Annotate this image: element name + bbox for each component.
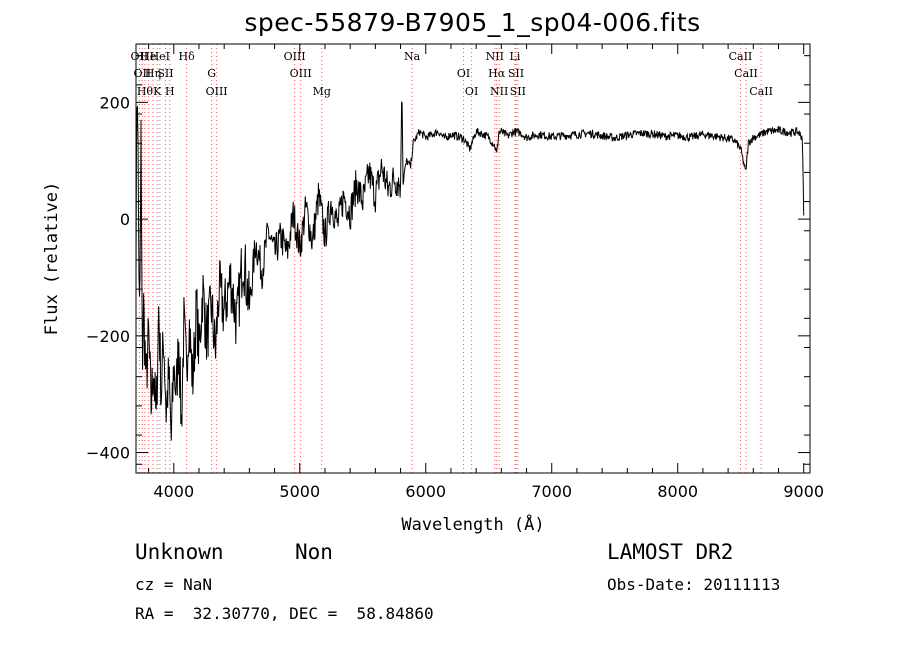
x-axis-label: Wavelength (Å)	[401, 513, 544, 535]
line-marker-label: He	[140, 50, 156, 63]
line-marker-label: OIII	[284, 50, 306, 63]
line-marker-label: NII	[486, 50, 504, 63]
line-marker-label: Li	[510, 50, 521, 63]
subclass-label: Non	[295, 540, 333, 564]
y-tick-label: −200	[86, 327, 130, 346]
line-marker-label: OIII	[206, 85, 228, 98]
x-tick-label: 8000	[657, 482, 698, 501]
obs-date-label: Obs-Date: 20111113	[607, 575, 781, 594]
x-tick-label: 4000	[153, 482, 194, 501]
line-marker-label: K	[153, 85, 162, 98]
survey-label: LAMOST DR2	[607, 540, 734, 564]
line-marker-label: NII	[490, 85, 508, 98]
line-marker-label: OII	[131, 50, 149, 63]
y-axis-label: Flux (relative)	[42, 182, 62, 336]
line-marker-label: OIII	[290, 67, 312, 80]
line-marker-label: Hη	[145, 67, 161, 80]
line-marker-label: SII	[157, 67, 173, 80]
line-marker-label: OI	[457, 67, 470, 80]
line-marker-label: G	[207, 67, 216, 80]
x-tick-label: 9000	[783, 482, 824, 501]
y-tick-label: 0	[120, 210, 130, 229]
class-label: Unknown	[135, 540, 224, 564]
line-marker-label: OI	[465, 85, 478, 98]
plot-frame	[135, 43, 811, 474]
chart-title: spec-55879-B7905_1_sp04-006.fits	[244, 8, 701, 37]
x-tick-label: 6000	[405, 482, 446, 501]
line-marker-label: Mg	[313, 85, 331, 98]
line-marker-label: Hθ	[137, 85, 154, 98]
coordinates-label: RA = 32.30770, DEC = 58.84860	[135, 604, 434, 623]
line-marker-label: HeI	[150, 50, 170, 63]
x-tick-label: 7000	[531, 482, 572, 501]
line-marker-label: Hδ	[179, 50, 196, 63]
y-tick-label: 200	[99, 93, 130, 112]
line-marker-label: CaII	[729, 50, 753, 63]
line-marker-label: SII	[510, 85, 526, 98]
line-marker-label: H	[165, 85, 175, 98]
line-marker-label: CaII	[749, 85, 773, 98]
line-marker-label: Hα	[488, 67, 506, 80]
spectrum-line	[135, 101, 805, 441]
line-marker-label: CaII	[734, 67, 758, 80]
x-tick-label: 5000	[279, 482, 320, 501]
y-tick-label: −400	[86, 444, 130, 463]
line-marker-label: SII	[508, 67, 524, 80]
line-marker-label: Na	[404, 50, 421, 63]
redshift-label: cz = NaN	[135, 575, 213, 594]
line-marker-label: OII	[133, 67, 151, 80]
